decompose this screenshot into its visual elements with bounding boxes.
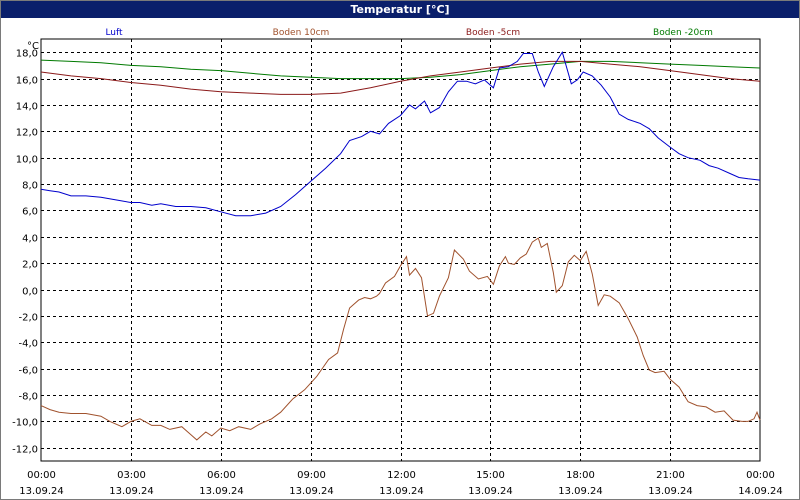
x-tick-time: 21:00	[656, 470, 685, 481]
x-tick-date: 14.09.24	[738, 486, 783, 497]
x-tick-time: 15:00	[476, 470, 505, 481]
plot-area	[40, 38, 761, 462]
series-line-boden-10cm	[40, 237, 761, 441]
y-tick-label: -6,0	[18, 366, 38, 377]
x-tick-date: 13.09.24	[199, 486, 244, 497]
x-tick-time: 09:00	[297, 470, 326, 481]
x-tick-time: 18:00	[566, 470, 595, 481]
y-tick-label: 10,0	[16, 155, 38, 166]
y-tick-label: -2,0	[18, 313, 38, 324]
legend-entry: Boden 10cm	[273, 28, 330, 38]
y-tick-label: 14,0	[16, 102, 38, 113]
window-title: Temperatur [°C]	[1, 1, 799, 18]
y-axis: 18,0 16,0 14,0 12,0 10,0 8,0 6,0 4,0 2,0 0,0 -2,0 -…	[12, 49, 38, 456]
series-lines	[40, 50, 761, 441]
y-tick-label: 12,0	[16, 128, 38, 139]
x-tick-time: 00:00	[27, 470, 56, 481]
y-tick-label: 0,0	[22, 287, 38, 298]
y-tick-label: 4,0	[22, 234, 38, 245]
x-tick-time: 00:00	[746, 470, 775, 481]
grid-lines	[41, 39, 760, 461]
y-tick-label: -12,0	[12, 445, 38, 456]
x-tick-date: 13.09.24	[648, 486, 693, 497]
x-tick-date: 13.09.24	[109, 486, 154, 497]
x-tick-date: 13.09.24	[19, 486, 64, 497]
x-tick-time: 12:00	[387, 470, 416, 481]
x-tick-date: 13.09.24	[379, 486, 424, 497]
series-line-boden-20cm	[40, 59, 761, 80]
legend-entry: Boden -20cm	[653, 28, 713, 38]
y-tick-label: -4,0	[18, 339, 38, 350]
series-line-boden-5cm	[40, 60, 761, 95]
y-tick-label: 18,0	[16, 49, 38, 60]
x-tick-date: 13.09.24	[289, 486, 334, 497]
y-tick-label: 8,0	[22, 181, 38, 192]
x-tick-date: 13.09.24	[558, 486, 603, 497]
y-tick-label: 16,0	[16, 76, 38, 87]
legend-entry: Luft	[105, 28, 123, 38]
y-tick-label: -8,0	[18, 392, 38, 403]
series-line-luft	[40, 50, 761, 217]
legend-entry: Boden -5cm	[466, 28, 520, 38]
legend: Luft Boden 10cm Boden -5cm Boden -20cm	[105, 28, 713, 38]
y-axis-unit: °C	[27, 41, 39, 52]
x-axis: 00:00 13.09.24 03:00 13.09.24 06:00 13.09.24 0…	[19, 470, 783, 497]
y-tick-label: 2,0	[22, 260, 38, 271]
y-tick-label: 6,0	[22, 207, 38, 218]
x-tick-time: 06:00	[207, 470, 236, 481]
y-tick-label: -10,0	[12, 418, 38, 429]
x-tick-time: 03:00	[117, 470, 146, 481]
x-tick-date: 13.09.24	[468, 486, 513, 497]
